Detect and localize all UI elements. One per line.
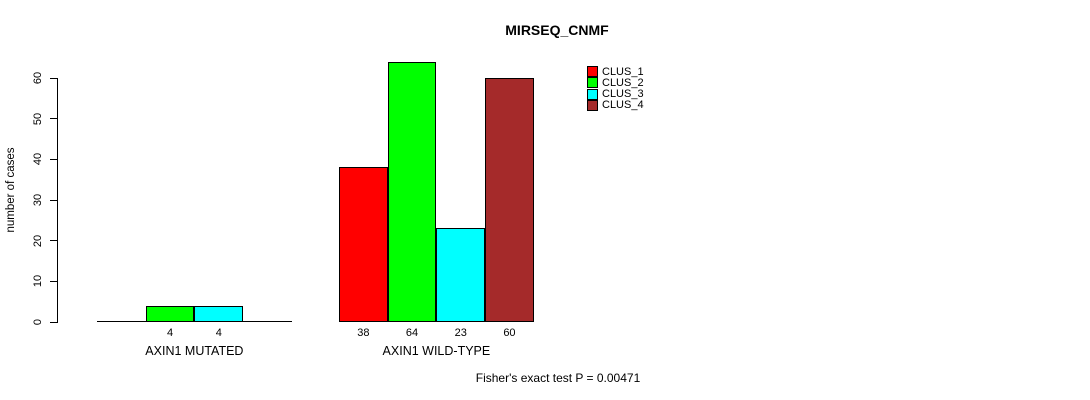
bar-value-label: 4 (215, 327, 222, 339)
y-tick-mark (50, 199, 57, 201)
y-tick-label: 40 (32, 153, 44, 166)
legend-swatch (587, 88, 598, 100)
bar-value-label: 60 (503, 327, 516, 339)
y-tick-mark (50, 158, 57, 160)
zero-bar-line (243, 321, 292, 322)
y-tick-label: 30 (32, 193, 44, 207)
group-label: AXIN1 WILD-TYPE (382, 344, 491, 358)
legend-item-clus_1: CLUS_1 (587, 65, 644, 78)
y-tick-mark (50, 77, 57, 79)
legend-label: CLUS_4 (602, 99, 644, 112)
y-tick-label: 60 (32, 71, 44, 85)
legend-label: CLUS_3 (602, 88, 644, 101)
y-tick-mark (50, 321, 57, 323)
y-tick-mark (50, 240, 57, 242)
bar-clus_2-2 (387, 61, 437, 322)
y-tick-label: 10 (32, 275, 44, 288)
chart-title: MIRSEQ_CNMF (505, 22, 609, 38)
bar-clus_3-2 (436, 228, 486, 322)
y-axis-line (57, 78, 58, 323)
legend-item-clus_2: CLUS_2 (587, 76, 644, 89)
y-tick-label: 50 (32, 112, 44, 125)
legend-item-clus_4: CLUS_4 (587, 99, 644, 112)
group-label: AXIN1 MUTATED (145, 344, 244, 358)
legend-swatch (587, 99, 598, 111)
legend-swatch (587, 66, 598, 77)
bar-clus_3-1 (194, 305, 244, 322)
y-tick-mark (50, 280, 57, 282)
bar-value-label: 23 (454, 327, 467, 339)
y-tick-mark (50, 118, 57, 120)
zero-bar-line (97, 321, 146, 322)
bar-value-label: 64 (405, 327, 419, 339)
legend-swatch (587, 77, 598, 89)
bar-clus_2-1 (145, 305, 195, 322)
legend-item-clus_3: CLUS_3 (587, 88, 644, 101)
bar-value-label: 38 (357, 327, 370, 339)
y-tick-label: 20 (32, 234, 44, 247)
bar-clus_1-2 (339, 167, 388, 322)
bar-clus_4-2 (485, 78, 534, 322)
y-tick-label: 0 (32, 318, 44, 326)
fisher-test-annotation: Fisher's exact test P = 0.00471 (475, 371, 641, 385)
legend-label: CLUS_1 (602, 65, 644, 78)
bar-value-label: 4 (166, 327, 174, 339)
legend-label: CLUS_2 (602, 76, 644, 89)
y-axis-label: number of cases (5, 147, 17, 233)
